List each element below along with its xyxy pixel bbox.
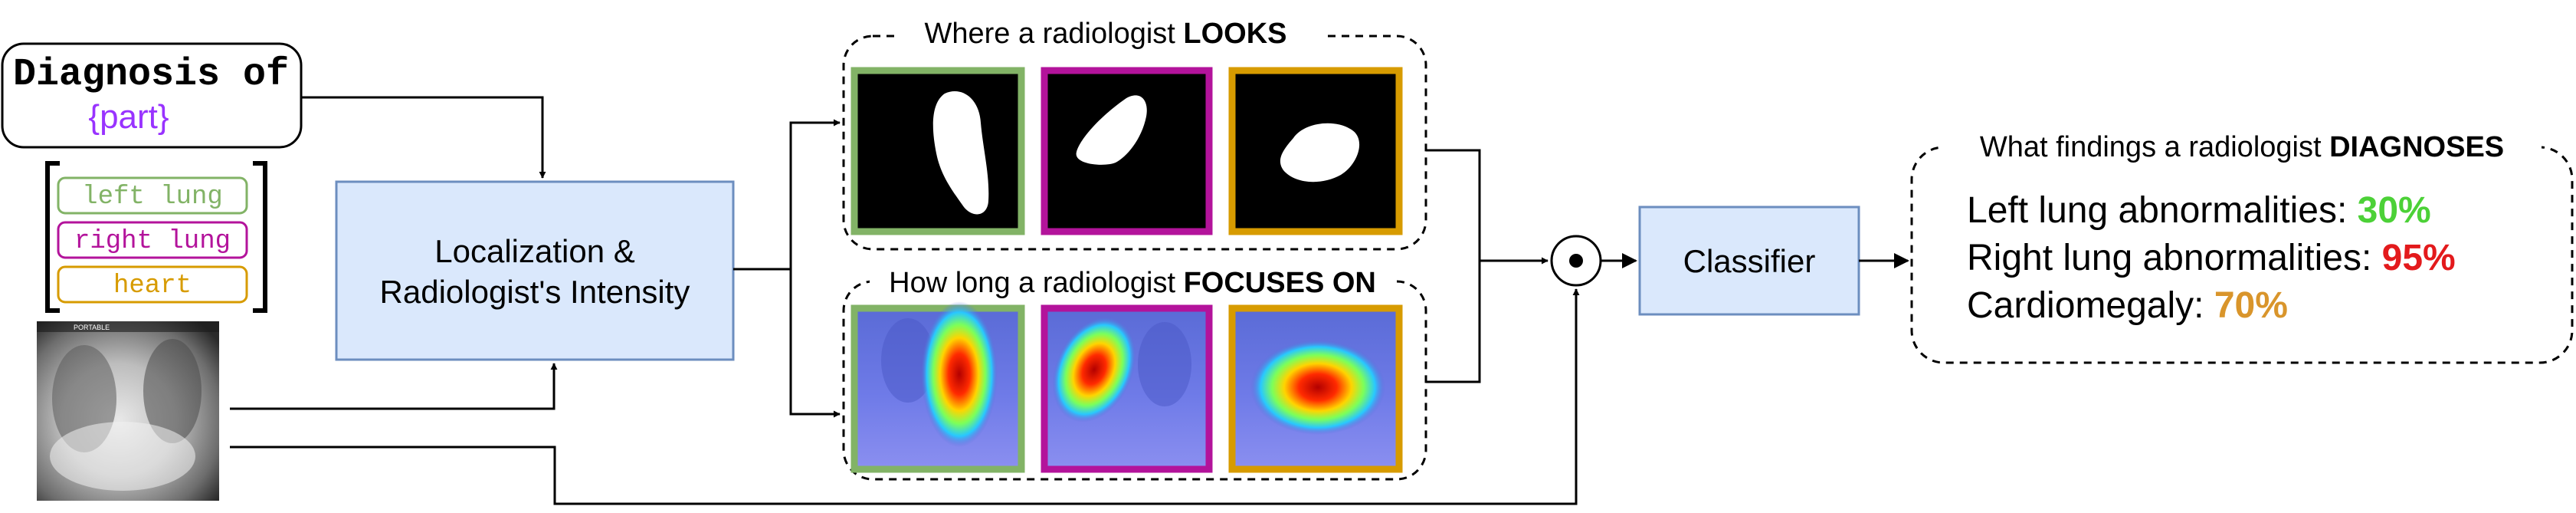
heatmap-left-lung xyxy=(850,301,1025,473)
finding-label: Cardiomegaly: xyxy=(1967,285,2214,326)
query-title: Diagnosis of xyxy=(13,53,289,97)
finding-value: 95% xyxy=(2382,238,2456,278)
part-item: left lung xyxy=(57,176,248,215)
query-placeholder: {part} xyxy=(88,98,169,136)
localization-box: Localization & Radiologist's Intensity xyxy=(335,180,735,361)
finding-row: Cardiomegaly: 70% xyxy=(1967,285,2288,326)
finding-value: 70% xyxy=(2214,285,2288,326)
part-list: left lung right lung heart xyxy=(45,161,267,313)
part-item: heart xyxy=(57,265,248,304)
localization-line2: Radiologist's Intensity xyxy=(380,274,690,310)
heatmap-right-lung xyxy=(1041,304,1213,473)
mask-left-lung xyxy=(850,67,1025,235)
localization-line1: Localization & xyxy=(434,233,635,269)
part-item-label: right lung xyxy=(74,227,231,256)
connectors xyxy=(230,96,1909,505)
query-box: Diagnosis of {part} xyxy=(1,42,303,149)
mask-right-lung xyxy=(1041,67,1213,235)
elementwise-product-node xyxy=(1550,235,1602,287)
focus-group: How long a radiologist FOCUSES ON xyxy=(842,265,1427,481)
chest-xray-image: PORTABLE xyxy=(37,321,219,501)
xray-portable-label: PORTABLE xyxy=(74,324,110,331)
finding-row: Right lung abnormalities: 95% xyxy=(1967,238,2456,278)
findings-group: What findings a radiologist DIAGNOSES Le… xyxy=(1910,130,2574,364)
finding-label: Left lung abnormalities: xyxy=(1967,190,2358,231)
focus-heading: How long a radiologist FOCUSES ON xyxy=(889,267,1376,299)
mask-heart xyxy=(1228,67,1403,235)
looks-group: Where a radiologist LOOKS xyxy=(842,18,1427,251)
findings-heading: What findings a radiologist DIAGNOSES xyxy=(1980,131,2504,163)
part-item-label: left lung xyxy=(82,183,223,212)
finding-value: 30% xyxy=(2358,190,2431,231)
classifier-box: Classifier xyxy=(1638,206,1860,316)
finding-label: Right lung abnormalities: xyxy=(1967,238,2382,278)
part-item-label: heart xyxy=(113,271,192,301)
looks-heading: Where a radiologist LOOKS xyxy=(924,18,1286,50)
finding-row: Left lung abnormalities: 30% xyxy=(1967,190,2431,231)
classifier-label: Classifier xyxy=(1683,243,1816,279)
part-item: right lung xyxy=(57,221,248,259)
heatmap-heart xyxy=(1228,304,1403,473)
